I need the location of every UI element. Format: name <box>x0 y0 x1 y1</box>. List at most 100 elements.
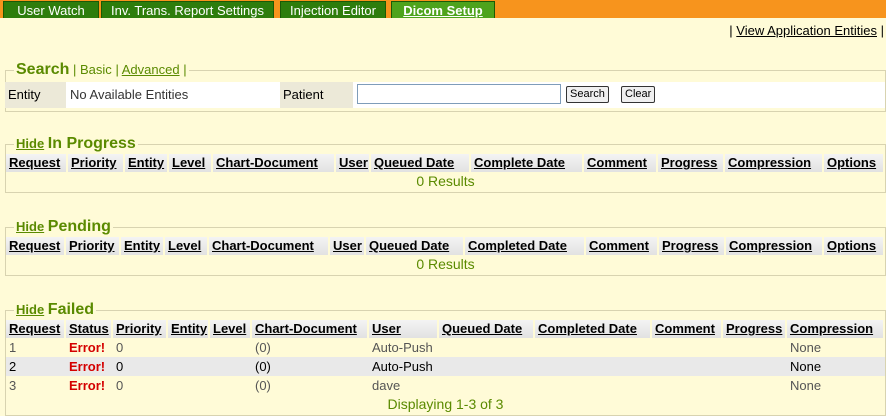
header-cell <box>252 320 367 338</box>
table-cell: 1 <box>9 340 17 355</box>
section-legend: Hide Pending <box>14 218 113 236</box>
column-header[interactable]: Entity <box>128 155 165 170</box>
tab[interactable]: User Watch <box>3 1 99 18</box>
header-cell <box>121 237 163 255</box>
mode-basic[interactable]: Basic <box>80 62 112 77</box>
header-cell <box>169 154 211 172</box>
section-footer: Displaying 1-3 of 3 <box>387 396 504 412</box>
separator: | <box>880 23 884 38</box>
status-cell: Error! <box>69 378 106 393</box>
separator: | <box>115 62 119 77</box>
header-cell <box>659 237 724 255</box>
view-entities-link[interactable]: View Application Entities <box>736 23 877 38</box>
tab[interactable]: Inv. Trans. Report Settings <box>101 1 274 18</box>
separator: | <box>729 23 733 38</box>
column-header[interactable]: Compression <box>790 321 874 336</box>
header-cell <box>209 237 328 255</box>
header-cell <box>165 237 207 255</box>
column-header[interactable]: Completed Date <box>468 238 567 253</box>
header-cell <box>330 237 364 255</box>
header-cell <box>168 320 208 338</box>
tab[interactable]: Injection Editor <box>280 1 386 18</box>
hide-toggle[interactable]: Hide <box>16 136 45 151</box>
column-header[interactable]: Entity <box>124 238 161 253</box>
header-cell <box>210 320 250 338</box>
status-cell: Error! <box>69 359 106 374</box>
table-cell: 0 <box>116 359 124 374</box>
hide-toggle[interactable]: Hide <box>16 302 45 317</box>
column-header[interactable]: Level <box>172 155 206 170</box>
column-header[interactable]: Level <box>213 321 247 336</box>
clear-button[interactable]: Clear <box>621 86 656 103</box>
header-cell <box>726 237 822 255</box>
header-cell <box>113 320 166 338</box>
column-header[interactable]: Chart-Document <box>216 155 318 170</box>
column-header[interactable]: Queued Date <box>374 155 455 170</box>
table-cell: None <box>790 359 822 374</box>
column-header[interactable]: User <box>333 238 362 253</box>
separator: | <box>183 62 187 77</box>
header-cell <box>6 237 64 255</box>
patient-label: Patient <box>280 82 353 108</box>
column-header[interactable]: Priority <box>116 321 162 336</box>
section-title: In Progress <box>47 135 136 152</box>
header-cell <box>369 320 437 338</box>
column-header[interactable]: Queued Date <box>369 238 450 253</box>
header-cell <box>125 154 167 172</box>
header-cell <box>66 320 111 338</box>
column-header[interactable]: Options <box>827 155 877 170</box>
table-cell: 0 <box>116 378 124 393</box>
mode-advanced[interactable]: Advanced <box>121 62 180 77</box>
section-legend: Hide In Progress <box>14 135 138 153</box>
column-header[interactable]: User <box>372 321 401 336</box>
column-header[interactable]: User <box>339 155 368 170</box>
tab-active[interactable]: Dicom Setup <box>391 1 495 18</box>
table-cell: None <box>790 378 822 393</box>
table-cell: (0) <box>255 359 271 374</box>
column-header[interactable]: Completed Date <box>538 321 637 336</box>
hide-toggle[interactable]: Hide <box>16 219 45 234</box>
column-header[interactable]: Complete Date <box>474 155 566 170</box>
column-header[interactable]: Level <box>168 238 202 253</box>
column-header[interactable]: Compression <box>728 155 812 170</box>
column-header[interactable]: Priority <box>71 155 117 170</box>
header-cell <box>213 154 334 172</box>
search-button[interactable]: Search <box>566 86 609 103</box>
column-header[interactable]: Chart-Document <box>255 321 357 336</box>
column-header[interactable]: Request <box>9 155 61 170</box>
header-cell <box>439 320 533 338</box>
header-cell <box>68 154 123 172</box>
column-header[interactable]: Compression <box>729 238 813 253</box>
table-cell: 3 <box>9 378 17 393</box>
header-cell <box>535 320 650 338</box>
column-header[interactable]: Status <box>69 321 109 336</box>
column-header[interactable]: Options <box>827 238 877 253</box>
separator: | <box>73 62 77 77</box>
header-cell <box>66 237 119 255</box>
column-header[interactable]: Request <box>9 238 61 253</box>
column-header[interactable]: Entity <box>171 321 208 336</box>
column-header[interactable]: Comment <box>589 238 649 253</box>
table-cell: 2 <box>9 359 17 374</box>
header-cell <box>824 154 883 172</box>
column-header[interactable]: Request <box>9 321 61 336</box>
column-header[interactable]: Queued Date <box>442 321 523 336</box>
table-cell: 0 <box>116 340 124 355</box>
header-cell <box>465 237 584 255</box>
column-header[interactable]: Progress <box>726 321 783 336</box>
table-cell: None <box>790 340 822 355</box>
header-cell <box>336 154 369 172</box>
column-header[interactable]: Chart-Document <box>212 238 314 253</box>
column-header[interactable]: Progress <box>661 155 718 170</box>
column-header[interactable]: Priority <box>69 238 115 253</box>
column-header[interactable]: Progress <box>662 238 719 253</box>
column-header[interactable]: Comment <box>587 155 647 170</box>
table-cell: Auto-Push <box>372 340 433 355</box>
header-cell <box>371 154 469 172</box>
row-bg <box>6 357 885 376</box>
patient-input[interactable] <box>357 84 561 104</box>
header-cell <box>824 237 883 255</box>
column-header[interactable]: Comment <box>655 321 715 336</box>
table-cell: dave <box>372 378 401 393</box>
